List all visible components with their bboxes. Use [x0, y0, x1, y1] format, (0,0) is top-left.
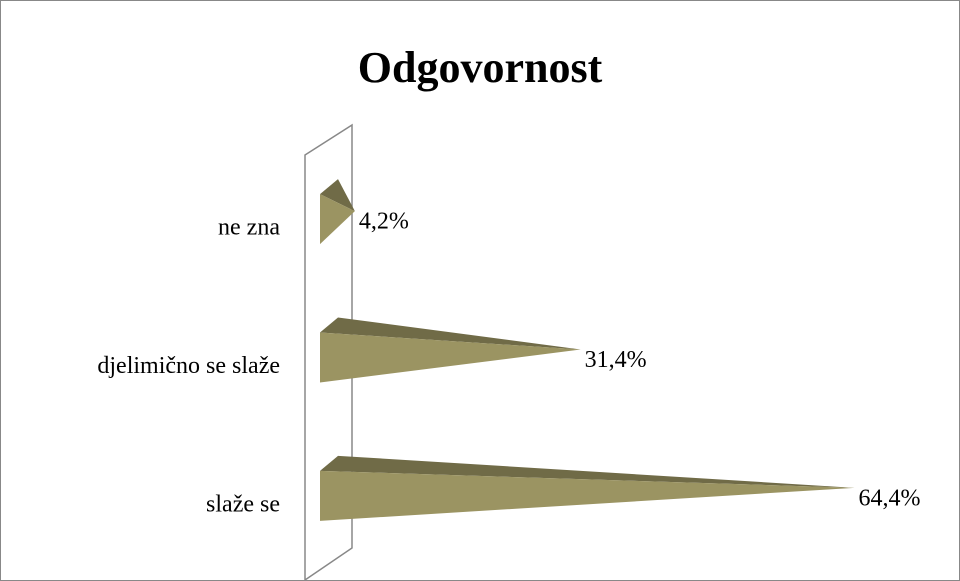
- category-label: ne zna: [218, 215, 280, 241]
- bar: [320, 332, 581, 383]
- chart-title: Odgovornost: [358, 43, 603, 92]
- bar: [320, 470, 855, 521]
- data-label: 4,2%: [359, 209, 409, 235]
- bar-top: [320, 179, 355, 212]
- category-label: slaže se: [206, 491, 280, 517]
- data-label: 31,4%: [585, 347, 647, 373]
- bar-top: [320, 455, 855, 488]
- bar-top: [320, 317, 581, 350]
- bar: [320, 194, 355, 245]
- data-label: 64,4%: [859, 485, 921, 511]
- category-label: djelimično se slaže: [97, 353, 280, 379]
